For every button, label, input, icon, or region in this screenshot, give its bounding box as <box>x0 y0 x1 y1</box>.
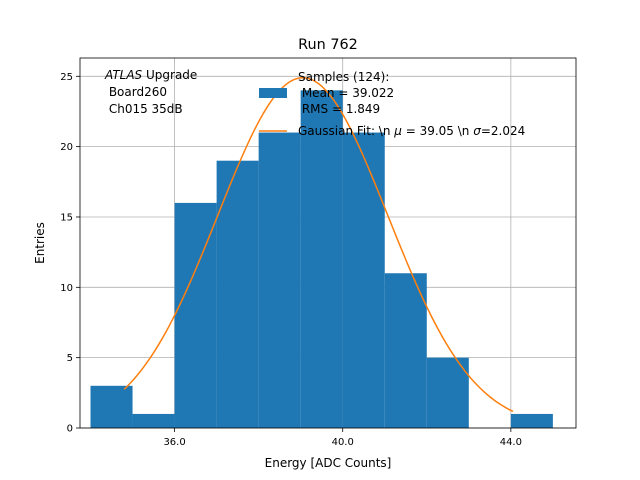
y-axis-label: Entries <box>33 222 47 264</box>
x-axis-ticks: 36.0 40.0 44.0 <box>163 428 522 448</box>
legend: Samples (124): Mean = 39.022 RMS = 1.849… <box>259 70 525 138</box>
gaussian-fit-curve <box>123 76 514 413</box>
histogram-bar-3 <box>216 160 259 428</box>
channel-annotation: Ch015 35dB <box>105 102 183 116</box>
atlas-label: ATLAS <box>104 68 143 82</box>
y-tick-label-2: 10 <box>60 283 73 294</box>
channel-label: Ch015 35dB <box>109 102 183 116</box>
legend-sigma-symbol: σ <box>473 124 481 138</box>
y-tick-label-0: 0 <box>67 424 73 435</box>
upgrade-label: Upgrade <box>142 68 197 82</box>
x-axis-label: Energy [ADC Counts] <box>265 456 392 470</box>
chart-title: Run 762 <box>298 37 358 53</box>
x-tick-label-1: 40.0 <box>332 437 354 448</box>
legend-mean-label: Mean = 39.022 <box>302 86 394 100</box>
histogram-bar-6 <box>342 132 385 428</box>
histogram-bars <box>90 90 553 428</box>
plot-frame <box>79 57 577 429</box>
y-tick-label-5: 25 <box>60 72 73 83</box>
histogram-bar-2 <box>174 202 217 428</box>
histogram-bar-5 <box>300 90 343 428</box>
y-tick-label-4: 20 <box>60 142 73 153</box>
board-label: Board260 <box>109 85 167 99</box>
atlas-annotation-line1: ATLAS Upgrade <box>104 68 197 82</box>
legend-samples-line2: Mean = 39.022 <box>298 86 394 100</box>
histogram-bar-4 <box>258 132 301 428</box>
legend-gaussian-mid: = 39.05 \n <box>402 124 473 138</box>
legend-samples-swatch <box>259 88 287 98</box>
board-annotation: Board260 <box>105 85 167 99</box>
legend-gaussian-prefix: Gaussian Fit: \n <box>298 124 394 138</box>
legend-gaussian-suffix: =2.024 <box>481 124 525 138</box>
y-tick-label-1: 5 <box>67 353 73 364</box>
legend-rms-label: RMS = 1.849 <box>302 102 380 116</box>
histogram-bar-8 <box>426 357 469 428</box>
legend-samples-line1: Samples (124): <box>298 70 389 84</box>
y-tick-label-3: 15 <box>60 212 73 223</box>
legend-gaussian-label: Gaussian Fit: \n μ = 39.05 \n σ=2.024 <box>298 124 525 138</box>
y-axis-ticks: 0 5 10 15 20 25 <box>60 72 80 435</box>
histogram-bar-9 <box>510 413 553 428</box>
histogram-bar-1 <box>132 413 175 428</box>
x-tick-label-0: 36.0 <box>163 437 185 448</box>
legend-samples-line3: RMS = 1.849 <box>298 102 380 116</box>
histogram-bar-7 <box>384 273 427 428</box>
histogram-bar-0 <box>90 385 133 428</box>
x-tick-label-2: 44.0 <box>500 437 522 448</box>
legend-mu-symbol: μ <box>393 124 402 138</box>
